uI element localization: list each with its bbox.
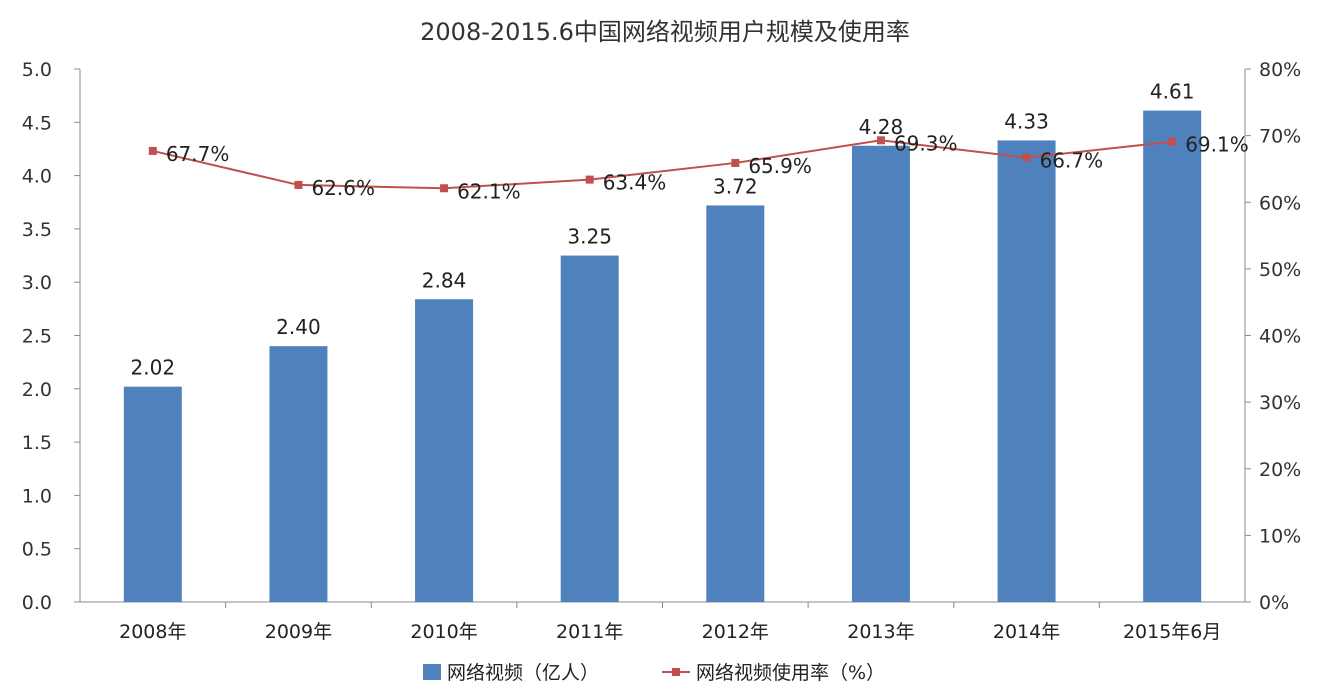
bar-data-label: 2.02 (131, 356, 176, 380)
legend-bar-label: 网络视频（亿人） (447, 662, 599, 684)
right-tick-label: 40% (1259, 326, 1301, 348)
bar (269, 346, 328, 602)
right-tick-label: 50% (1259, 259, 1301, 281)
x-tick-label: 2010年 (410, 621, 477, 643)
bar-data-label: 3.25 (567, 225, 612, 249)
bar-data-label: 4.61 (1150, 80, 1195, 104)
bar (415, 299, 474, 602)
line-data-label: 62.1% (457, 179, 521, 203)
left-tick-label: 3.0 (22, 272, 52, 294)
left-tick-label: 4.5 (22, 112, 52, 134)
bar-series: 2.02 2.40 2.84 3.25 3.72 4.28 4.33 4.61 (123, 80, 1202, 603)
bar (1143, 110, 1202, 602)
line-point (440, 184, 449, 193)
x-tick-label: 2009年 (265, 621, 332, 643)
x-tick-label: 2011年 (556, 621, 623, 643)
bar (560, 255, 619, 603)
line-data-label: 69.3% (894, 131, 958, 155)
left-tick-label: 4.0 (22, 166, 52, 188)
bar-data-label: 2.84 (422, 268, 467, 292)
line-data-label: 65.9% (748, 154, 812, 178)
line-data-label: 66.7% (1040, 149, 1104, 173)
axes: 0.0 0.5 1.0 1.5 2.0 2.5 3.0 3.5 4.0 4.5 5.0 0% 10% 20… (22, 59, 1301, 643)
line-point (1168, 137, 1177, 146)
x-tick-label: 2013年 (847, 621, 914, 643)
line-data-label: 67.7% (166, 142, 230, 166)
bar (123, 386, 182, 602)
chart-title: 2008-2015.6中国网络视频用户规模及使用率 (420, 18, 910, 46)
line-series: 67.7% 62.6% 62.1% 63.4% 65.9% 69.3% 66.7% 69.1% (148, 131, 1249, 203)
line-point (148, 146, 157, 155)
legend-line-marker (672, 668, 680, 676)
legend-bar-swatch (423, 664, 441, 680)
right-tick-label: 60% (1259, 192, 1301, 214)
legend-line-label: 网络视频使用率（%） (696, 662, 885, 684)
left-tick-label: 0.5 (22, 539, 52, 561)
line-data-label: 62.6% (311, 176, 375, 200)
line-point (585, 175, 594, 184)
x-tick-label: 2008年 (119, 621, 186, 643)
line-point (731, 158, 740, 167)
bar-data-label: 4.33 (1004, 109, 1049, 133)
bar (851, 145, 910, 602)
bar-data-label: 3.72 (713, 174, 758, 198)
right-tick-label: 30% (1259, 392, 1301, 414)
left-tick-label: 1.0 (22, 485, 52, 507)
left-tick-label: 1.5 (22, 432, 52, 454)
line-point (1022, 153, 1031, 162)
x-tick-label: 2012年 (702, 621, 769, 643)
left-tick-label: 5.0 (22, 59, 52, 81)
line-point (294, 180, 303, 189)
line-path (152, 139, 1173, 190)
right-tick-label: 20% (1259, 459, 1301, 481)
bar (706, 205, 765, 602)
bar (997, 140, 1056, 602)
bar-data-label: 2.40 (276, 315, 321, 339)
x-tick-label: 2015年6月 (1123, 621, 1221, 643)
line-data-label: 63.4% (603, 171, 667, 195)
left-tick-label: 2.0 (22, 379, 52, 401)
right-tick-label: 80% (1259, 59, 1301, 81)
left-tick-label: 3.5 (22, 219, 52, 241)
legend: 网络视频（亿人） 网络视频使用率（%） (423, 662, 885, 684)
line-data-label: 69.1% (1185, 133, 1249, 157)
left-tick-label: 2.5 (22, 326, 52, 348)
right-tick-label: 70% (1259, 126, 1301, 148)
left-tick-label: 0.0 (22, 592, 52, 614)
right-tick-label: 10% (1259, 525, 1301, 547)
line-point (876, 136, 885, 145)
bar-data-label: 4.28 (859, 115, 904, 139)
x-tick-label: 2014年 (993, 621, 1060, 643)
right-tick-label: 0% (1259, 592, 1289, 614)
